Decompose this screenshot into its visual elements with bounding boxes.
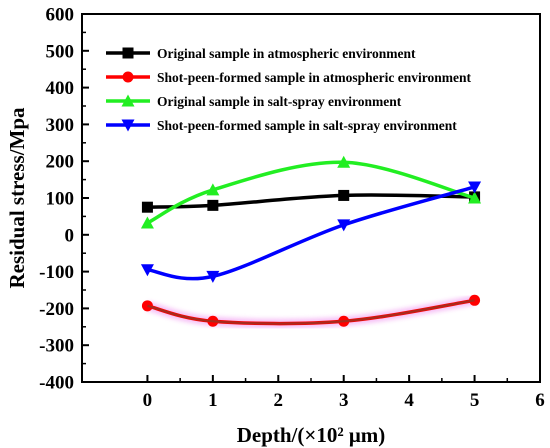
series-4-point-5 — [468, 181, 482, 194]
x-tick-label-4: 4 — [404, 390, 414, 411]
legend-label: Shot-peen-formed sample in atmospheric e… — [157, 70, 471, 85]
legend-entry-3: Original sample in salt-spray environmen… — [106, 94, 402, 109]
y-tick-label--200: -200 — [39, 299, 74, 320]
series-3-point-1 — [206, 183, 220, 196]
series-2 — [141, 294, 481, 329]
series-3 — [140, 155, 482, 229]
y-tick-label--300: -300 — [39, 336, 74, 357]
y-tick-label-400: 400 — [46, 78, 75, 99]
y-tick-label-600: 600 — [46, 5, 75, 26]
x-axis-label: Depth/(×10² μm) — [237, 423, 386, 447]
legend-swatch-marker — [121, 119, 135, 132]
legend-entry-4: Shot-peen-formed sample in salt-spray en… — [106, 118, 457, 133]
x-tick-label-6: 6 — [535, 390, 545, 411]
series-4-point-0 — [140, 264, 154, 277]
legend: Original sample in atmospheric environme… — [106, 46, 471, 133]
legend-entry-1: Original sample in atmospheric environme… — [106, 46, 416, 61]
series-1-point-1 — [207, 199, 219, 211]
series-2-overlay — [147, 299, 475, 325]
y-tick-label-100: 100 — [46, 189, 75, 210]
plot-area — [140, 155, 482, 329]
series-1 — [141, 189, 481, 213]
series-1-line — [145, 193, 477, 209]
y-tick-label--400: -400 — [39, 373, 74, 394]
series-3-line — [145, 160, 477, 225]
axes: 0 1 2 3 4 5 6 -400 -300 -200 -100 0 100 200 300 400 500 6… — [39, 5, 545, 412]
legend-label: Shot-peen-formed sample in salt-spray en… — [157, 118, 457, 133]
series-3-point-5 — [468, 191, 482, 204]
y-tick-label-200: 200 — [46, 152, 75, 173]
legend-swatch-marker — [121, 94, 135, 107]
legend-entry-2: Shot-peen-formed sample in atmospheric e… — [106, 70, 471, 85]
x-tick-label-5: 5 — [470, 390, 480, 411]
y-tick-label-500: 500 — [46, 41, 75, 62]
series-4 — [140, 181, 482, 283]
y-tick-label-300: 300 — [46, 115, 75, 136]
legend-swatch-marker — [122, 71, 134, 83]
series-3-point-0 — [140, 216, 154, 229]
x-tick-label-0: 0 — [143, 390, 153, 411]
series-4-point-1 — [206, 270, 220, 283]
series-1-point-3 — [338, 189, 350, 201]
series-1-point-0 — [141, 201, 153, 213]
series-3-point-3 — [337, 155, 351, 168]
series-4-point-3 — [337, 219, 351, 232]
x-tick-label-2: 2 — [274, 390, 284, 411]
legend-label: Original sample in salt-spray environmen… — [157, 94, 402, 109]
x-tick-label-3: 3 — [339, 390, 349, 411]
legend-label: Original sample in atmospheric environme… — [157, 46, 416, 61]
legend-swatch-marker — [122, 47, 134, 59]
y-tick-label-0: 0 — [65, 225, 75, 246]
series-4-line — [145, 185, 477, 281]
y-axis-label: Residual stress/Mpa — [5, 107, 29, 289]
y-tick-label--100: -100 — [39, 262, 74, 283]
x-tick-label-1: 1 — [208, 390, 218, 411]
